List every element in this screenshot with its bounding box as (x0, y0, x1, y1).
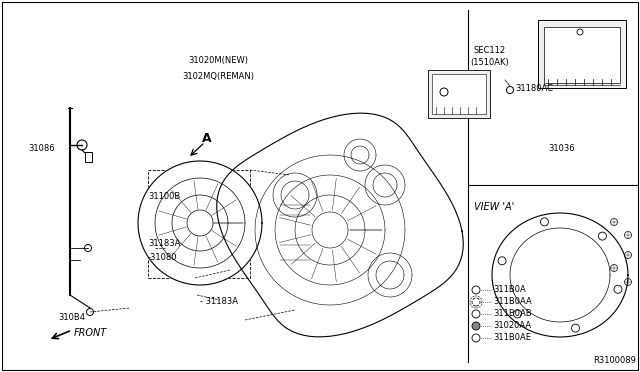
Text: 31185B: 31185B (562, 48, 594, 57)
Bar (85, 152, 92, 162)
Text: 3102MQ(REMAN): 3102MQ(REMAN) (182, 71, 254, 80)
Text: -31080: -31080 (148, 253, 177, 263)
Text: A: A (202, 131, 212, 144)
Polygon shape (138, 161, 262, 285)
Text: 311B0AE: 311B0AE (493, 334, 531, 343)
Text: 31180AC: 31180AC (515, 83, 553, 93)
Text: FRONT: FRONT (74, 328, 108, 338)
Bar (538, 20, 626, 88)
Bar (432, 74, 486, 114)
Text: - 31183A: - 31183A (200, 298, 238, 307)
Text: 310B4: 310B4 (58, 314, 85, 323)
Text: 31183A: 31183A (148, 240, 180, 248)
Circle shape (472, 322, 480, 330)
Text: 31020M(NEW): 31020M(NEW) (188, 55, 248, 64)
Bar (544, 27, 620, 83)
Text: 31086: 31086 (28, 144, 54, 153)
Text: R3100089: R3100089 (593, 356, 636, 365)
Text: 311B0AA: 311B0AA (493, 298, 532, 307)
Text: 30429Y: 30429Y (432, 87, 463, 96)
Polygon shape (492, 213, 628, 337)
Text: (1510AK): (1510AK) (470, 58, 509, 67)
Text: 31036: 31036 (548, 144, 575, 153)
Bar (148, 170, 250, 278)
Text: VIEW 'A': VIEW 'A' (474, 202, 515, 212)
Bar (428, 70, 490, 118)
Text: 311B0A: 311B0A (493, 285, 525, 295)
Text: 31100B: 31100B (148, 192, 180, 201)
Text: SEC112: SEC112 (474, 45, 506, 55)
Text: 31020AA: 31020AA (493, 321, 531, 330)
Polygon shape (217, 113, 463, 337)
Text: 311B0AB: 311B0AB (493, 310, 532, 318)
